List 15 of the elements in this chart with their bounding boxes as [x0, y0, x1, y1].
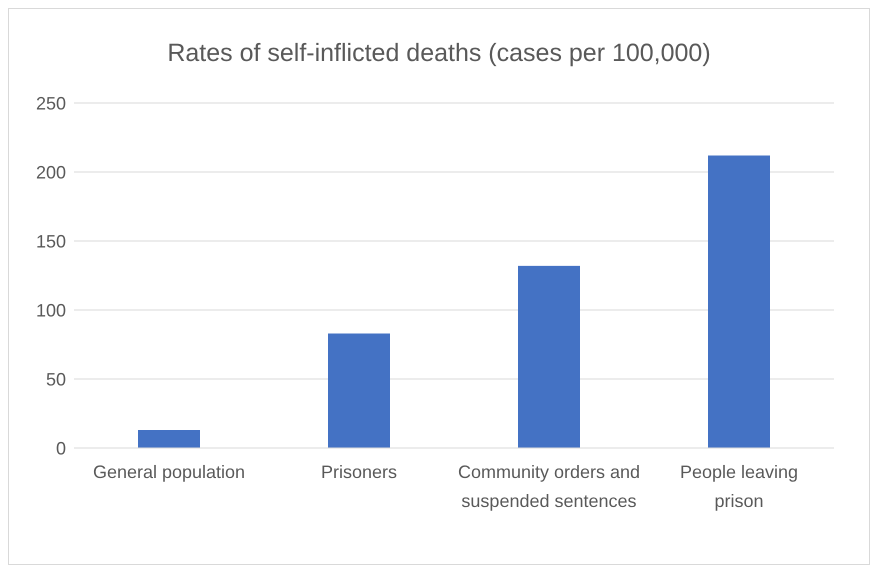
y-tick-label: 50	[46, 369, 66, 390]
x-tick-label: General population	[92, 462, 246, 482]
y-tick-label: 150	[36, 231, 66, 252]
y-tick-label: 100	[36, 300, 66, 320]
y-tick-label: 250	[36, 93, 66, 114]
x-tick-label: People leaving prison	[680, 462, 798, 511]
y-tick-label: 200	[36, 162, 66, 182]
x-tick-label: Community orders and suspended sentences	[458, 462, 640, 511]
chart-title: Rates of self-inflicted deaths (cases per 100,000)	[166, 39, 712, 68]
bar	[518, 266, 580, 448]
bar	[138, 430, 200, 448]
x-tick-label: Prisoners	[320, 462, 398, 482]
bar	[708, 155, 770, 448]
y-tick-label: 0	[56, 438, 66, 458]
bar	[328, 333, 390, 448]
